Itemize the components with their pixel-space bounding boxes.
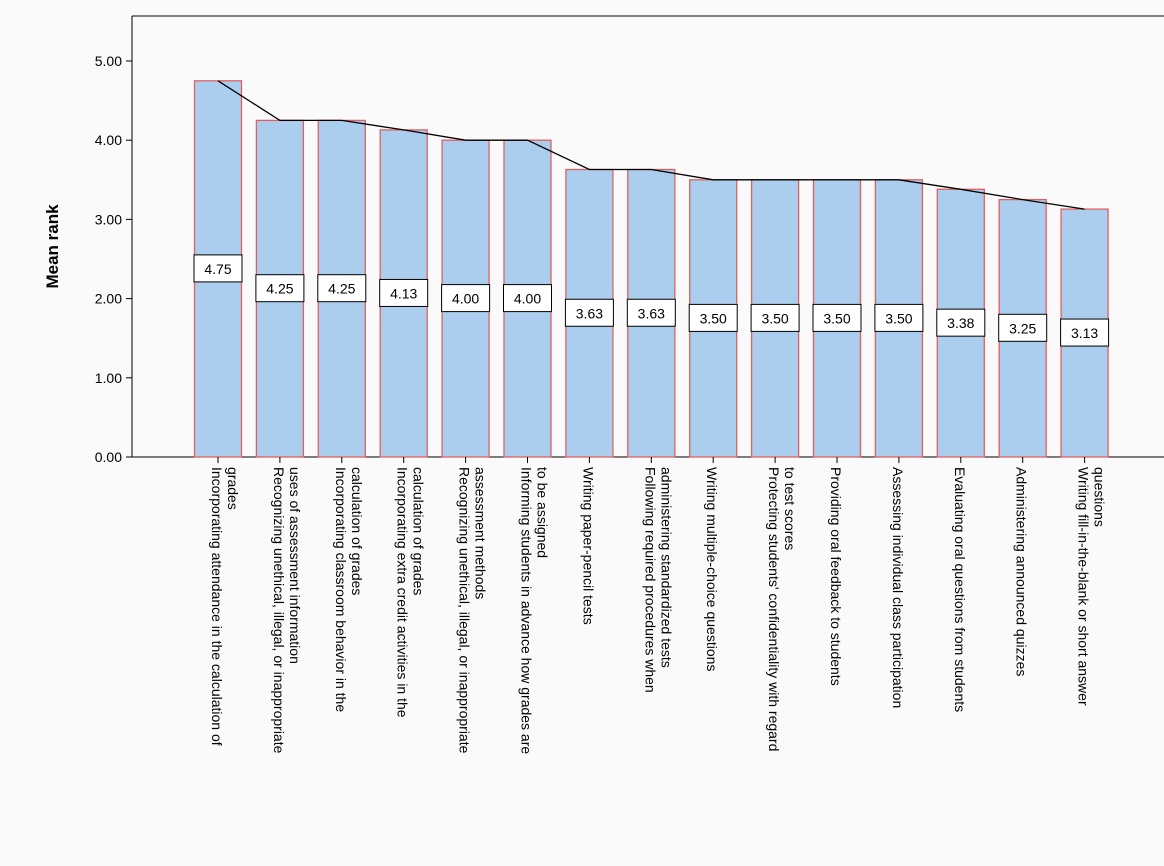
data-label-box <box>379 278 429 307</box>
data-label-box <box>812 303 862 332</box>
x-category-label-line: Writing paper-pencil tests <box>580 467 596 625</box>
data-label-text: 3.38 <box>947 315 974 331</box>
x-category-label-line: Recognizing unethical, illegal, or inapp… <box>271 467 287 754</box>
x-category-label-line: to test scores <box>782 467 798 550</box>
x-category-label-line: assessment methods <box>473 467 489 599</box>
x-category-label: Recognizing unethical, illegal, or inapp… <box>457 467 489 754</box>
x-category-label-line: Informing students in advance how grades… <box>519 467 535 754</box>
x-category-label: Writing fill-in-the-blank or short answe… <box>1076 467 1108 706</box>
data-label-text: 4.00 <box>452 291 479 307</box>
data-label: 3.50 <box>688 303 738 332</box>
y-tick-label: 1.00 <box>95 370 122 386</box>
trend-line-group <box>217 80 1085 210</box>
data-label-text: 3.50 <box>761 310 788 326</box>
data-label-box <box>503 284 552 313</box>
data-label-text: 4.00 <box>514 291 541 307</box>
x-category-label: Incorporating classroom behavior in the c… <box>333 467 365 712</box>
data-label: 3.38 <box>936 308 986 337</box>
data-label-text: 3.50 <box>885 310 912 326</box>
data-label-box <box>193 254 243 283</box>
data-label: 4.00 <box>441 284 491 313</box>
data-label-text: 3.50 <box>700 310 727 326</box>
data-label-text: 4.75 <box>204 261 231 277</box>
x-category-label-line: calculation of grades <box>349 467 365 595</box>
x-category-label: Following required procedures when admini… <box>642 467 674 693</box>
x-category-label: Protecting students' confidentiality wit… <box>766 467 798 751</box>
y-tick-label: 0.00 <box>95 449 122 465</box>
data-label-box <box>564 298 614 327</box>
x-category-label-line: Evaluating oral questions from students <box>952 467 968 712</box>
data-label: 3.63 <box>564 298 614 327</box>
x-category-label: Recognizing unethical, illegal, or inapp… <box>271 467 303 754</box>
data-label-box <box>441 284 491 313</box>
data-label-text: 3.63 <box>638 305 665 321</box>
x-category-label-line: to be assigned <box>535 467 551 558</box>
x-category-label: Providing oral feedback to students <box>828 467 844 686</box>
x-category-label-line: calculation of grades <box>411 467 427 595</box>
data-label: 3.25 <box>998 313 1048 342</box>
data-label-text: 4.25 <box>328 281 355 297</box>
x-category-label-line: grades <box>225 467 241 510</box>
data-label-box <box>1060 318 1110 347</box>
x-category-label-line: Providing oral feedback to students <box>828 467 844 686</box>
data-label-text: 4.13 <box>390 285 417 301</box>
x-category-label: Administering announced quizzes <box>1014 467 1030 676</box>
x-category-label-line: Incorporating classroom behavior in the <box>333 467 349 712</box>
x-category-label-line: Writing multiple-choice questions <box>704 467 720 671</box>
x-category-label: Incorporating attendance in the calculat… <box>209 467 241 746</box>
data-label-text: 3.63 <box>576 305 603 321</box>
data-label: 3.50 <box>750 303 800 332</box>
data-label-box <box>750 303 800 332</box>
data-label: 4.75 <box>193 254 243 283</box>
x-category-label: Assessing individual class participation <box>890 467 906 708</box>
data-label-box <box>874 303 924 332</box>
data-label-box <box>936 308 986 337</box>
x-category-label-line: uses of assessment information <box>287 467 303 664</box>
x-category-label: Writing multiple-choice questions <box>704 467 720 671</box>
data-label-box <box>317 274 367 303</box>
data-labels: 4.75 4.25 4.25 4.13 4.00 4.00 3.63 3.63 3.50 3.50… <box>193 254 1110 347</box>
y-tick-label: 3.00 <box>95 211 122 227</box>
data-label-text: 3.50 <box>823 310 850 326</box>
x-category-label-line: Following required procedures when <box>642 467 658 693</box>
data-label-text: 3.25 <box>1009 320 1036 336</box>
x-category-label: Writing paper-pencil tests <box>580 467 596 625</box>
x-category-label-line: Protecting students' confidentiality wit… <box>766 467 782 751</box>
y-tick-label: 4.00 <box>95 132 122 148</box>
y-ticks: 0.00 1.00 2.00 3.00 4.00 5.00 <box>95 53 132 465</box>
x-category-label-line: Incorporating extra credit activities in… <box>395 467 411 718</box>
data-label: 3.50 <box>874 303 924 332</box>
x-category-label: Informing students in advance how grades… <box>519 467 551 754</box>
trend-line <box>217 80 1085 210</box>
y-axis-label: Mean rank <box>43 204 62 289</box>
x-category-label-line: Recognizing unethical, illegal, or inapp… <box>457 467 473 754</box>
x-category-labels: Incorporating attendance in the calculat… <box>209 467 1108 754</box>
data-label-text: 4.25 <box>266 281 293 297</box>
data-label-box <box>626 298 676 327</box>
data-label: 3.63 <box>626 298 676 327</box>
data-label: 3.50 <box>812 303 862 332</box>
x-category-label: Evaluating oral questions from students <box>952 467 968 712</box>
data-label: 4.25 <box>255 274 305 303</box>
data-label: 4.13 <box>379 278 429 307</box>
data-label: 4.25 <box>317 274 367 303</box>
data-label-box <box>688 303 738 332</box>
x-category-label-line: administering standardized tests <box>658 467 674 668</box>
x-category-label-line: questions <box>1092 467 1108 527</box>
x-category-label-line: Incorporating attendance in the calculat… <box>209 467 225 746</box>
y-tick-label: 5.00 <box>95 53 122 69</box>
data-label: 3.13 <box>1060 318 1110 347</box>
data-label: 4.00 <box>503 284 552 313</box>
x-category-label-line: Assessing individual class participation <box>890 467 906 708</box>
data-label-box <box>255 274 305 303</box>
data-label-box <box>998 313 1048 342</box>
x-category-label: Incorporating extra credit activities in… <box>395 467 427 718</box>
x-category-label-line: Administering announced quizzes <box>1014 467 1030 676</box>
data-label-text: 3.13 <box>1071 325 1098 341</box>
x-category-label-line: Writing fill-in-the-blank or short answe… <box>1076 467 1092 706</box>
y-tick-label: 2.00 <box>95 291 122 307</box>
